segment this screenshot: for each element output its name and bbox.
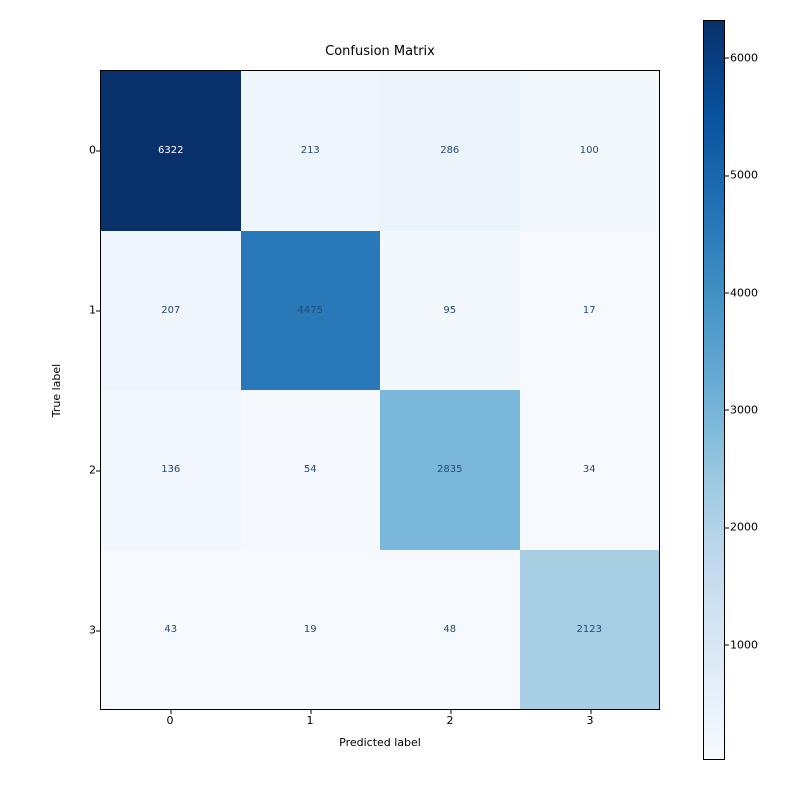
heatmap-cell: 19: [241, 550, 381, 710]
x-tick: 2: [447, 714, 454, 727]
colorbar-tick: 6000: [730, 51, 758, 64]
figure: Confusion Matrix True label 632221328610…: [0, 0, 800, 790]
colorbar-tick: 4000: [730, 286, 758, 299]
heatmap-cell: 207: [101, 231, 241, 391]
heatmap-cell: 48: [380, 550, 520, 710]
colorbar-tick: 3000: [730, 403, 758, 416]
y-tick: 1: [72, 304, 96, 317]
y-axis-label: True label: [50, 70, 64, 710]
heatmap-cell: 95: [380, 231, 520, 391]
colorbar-gradient: [704, 21, 724, 759]
heatmap-cell: 136: [101, 390, 241, 550]
x-axis-label: Predicted label: [100, 736, 660, 749]
y-tick: 2: [72, 464, 96, 477]
chart-title: Confusion Matrix: [100, 44, 660, 59]
heatmap-cell: 2123: [520, 550, 660, 710]
heatmap-cell: 17: [520, 231, 660, 391]
heatmap-cell: 2835: [380, 390, 520, 550]
heatmap-cell: 34: [520, 390, 660, 550]
heatmap-cell: 43: [101, 550, 241, 710]
heatmap-cell: 54: [241, 390, 381, 550]
x-tick: 1: [307, 714, 314, 727]
y-tick: 3: [72, 624, 96, 637]
y-axis-label-text: True label: [51, 363, 64, 416]
colorbar-tick: 5000: [730, 169, 758, 182]
y-tick: 0: [72, 144, 96, 157]
heatmap-cell: 4475: [241, 231, 381, 391]
heatmap-cell: 100: [520, 71, 660, 231]
heatmap-cell: 286: [380, 71, 520, 231]
x-tick: 3: [587, 714, 594, 727]
x-tick: 0: [167, 714, 174, 727]
heatmap-cell: 6322: [101, 71, 241, 231]
colorbar-tick: 1000: [730, 638, 758, 651]
heatmap-cell: 213: [241, 71, 381, 231]
colorbar-tick: 2000: [730, 521, 758, 534]
heatmap-grid: 6322213286100 20744759517 13654283534 43194…: [101, 71, 659, 709]
colorbar: [703, 20, 725, 760]
plot-area: 6322213286100 20744759517 13654283534 43194…: [100, 70, 660, 710]
